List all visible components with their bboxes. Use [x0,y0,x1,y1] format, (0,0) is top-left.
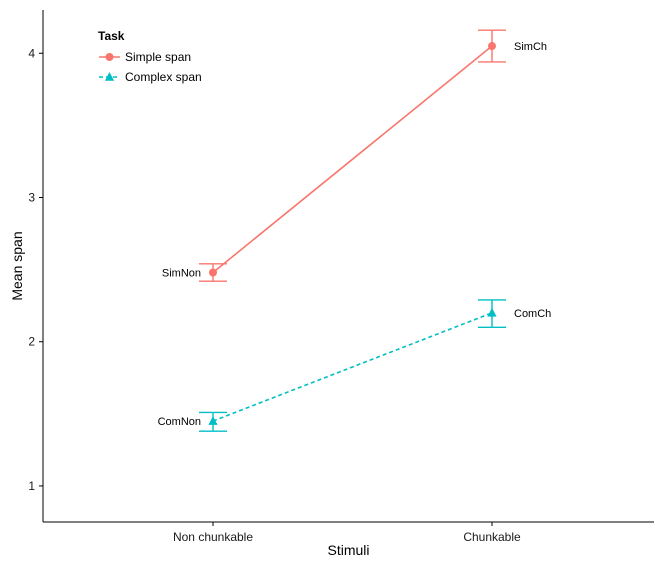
legend-swatch-marker [105,53,114,61]
y-tick-label: 4 [28,46,35,60]
x-axis-title: Stimuli [327,542,369,558]
legend-title: Task [98,29,125,43]
legend-item-0: Simple span [99,50,191,64]
series-line [212,312,493,422]
y-tick-label: 2 [28,335,35,349]
data-point [488,42,496,51]
y-ticks: 1 2 3 4 [28,46,43,493]
point-label: SimCh [514,41,547,53]
legend-label: Complex span [125,70,202,84]
legend-items: Simple span Complex span [99,50,202,84]
point-label: SimNon [162,267,201,279]
series-1: ComNon ComCh [158,299,551,432]
legend-label: Simple span [125,50,191,64]
series-line [212,45,493,274]
data-point [487,307,497,317]
series-0: SimNon SimCh [162,29,547,282]
x-tick-label: Chunkable [463,530,521,544]
legend: Task Simple span Complex span [98,29,202,84]
x-ticks: Non chunkable Chunkable [173,522,521,544]
y-tick-label: 1 [28,479,35,493]
series-layer: SimNon SimCh ComNon ComCh [158,29,551,432]
point-label: ComCh [514,308,551,320]
x-tick-label: Non chunkable [173,530,253,544]
legend-swatch-marker [104,71,115,81]
y-axis-title: Mean span [9,231,25,300]
data-point [208,416,218,425]
point-label: ComNon [158,416,201,428]
y-tick-label: 3 [28,190,35,204]
data-point [209,268,217,277]
legend-item-1: Complex span [99,70,202,84]
